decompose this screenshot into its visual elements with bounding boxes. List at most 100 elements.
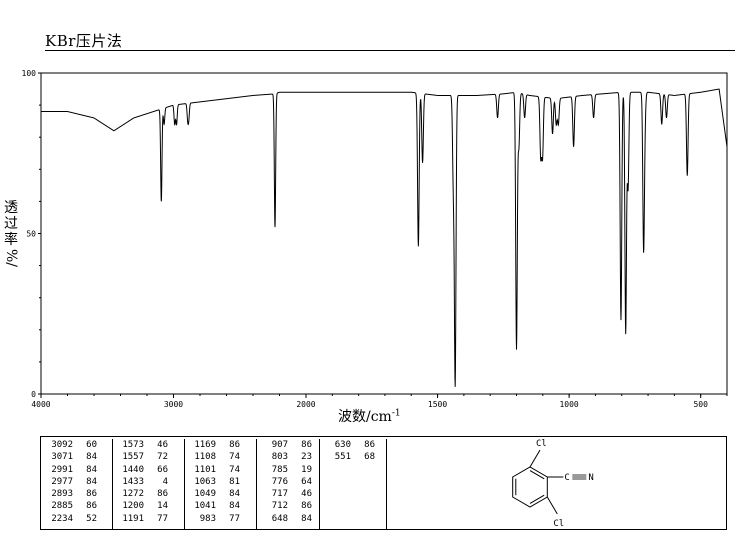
- peak-transmittance: 74: [229, 452, 240, 463]
- cl-label-bottom: Cl: [553, 519, 564, 529]
- peak-wavenumber: 785: [271, 464, 288, 475]
- peak-transmittance: 86: [229, 440, 240, 450]
- peak-transmittance: 23: [301, 452, 312, 463]
- peak-table-column: 1169 86 1108 74 1101 74 1063 81 1049 84 1041 84 983 7…: [184, 439, 257, 529]
- peak-table-column: 907 86 803 23 785 19 776 64 717 46 712 86 648 84: [256, 439, 320, 529]
- peak-transmittance: 19: [301, 464, 312, 475]
- peak-wavenumber: 1101: [194, 464, 216, 475]
- cl-bond-top: [529, 449, 541, 468]
- peak-table-row: 712 86: [256, 500, 319, 512]
- peak-table-row: 1191 77: [112, 513, 184, 525]
- peak-transmittance: 81: [229, 476, 240, 487]
- peak-table-row: 1433 4: [112, 476, 184, 488]
- peak-wavenumber: 3071: [51, 452, 73, 463]
- peak-transmittance: 52: [86, 513, 97, 524]
- ir-spectrum-chart: 0 50 100 4000 3000 2000 1500 1000 500: [22, 69, 728, 409]
- peak-table-row: 2977 84: [41, 476, 112, 488]
- peak-wavenumber: 1557: [122, 452, 144, 463]
- x-axis-label-text: 波数/cm: [338, 409, 392, 425]
- peak-wavenumber: 3092: [51, 440, 73, 450]
- x-axis-label-exponent: -1: [391, 408, 401, 419]
- x-tick-label: 1000: [559, 400, 578, 409]
- peak-transmittance: 77: [229, 513, 240, 524]
- peak-transmittance: 84: [301, 513, 312, 524]
- spectrum-trace: [41, 88, 728, 387]
- peak-table-row: 551 68: [319, 451, 386, 463]
- y-axis-label-char: 率: [4, 232, 18, 248]
- peak-wavenumber: 551: [334, 452, 351, 463]
- y-axis-label: 透 过 率 %/: [2, 200, 20, 267]
- y-tick-label: 50: [26, 230, 36, 239]
- peak-transmittance: 72: [157, 452, 168, 463]
- peak-wavenumber: 803: [271, 452, 288, 463]
- peak-table-column: 630 86 551 68: [319, 439, 387, 529]
- peak-transmittance: 84: [229, 489, 240, 500]
- peak-table-row: 1108 74: [184, 451, 256, 463]
- x-tick-label: 4000: [31, 400, 50, 409]
- peak-table-row: 3092 60: [41, 439, 112, 451]
- peak-table-row: 2234 52: [41, 513, 112, 525]
- peak-transmittance: 14: [157, 501, 168, 512]
- x-axis-label: 波数/cm-1: [338, 406, 401, 426]
- peak-wavenumber: 2977: [51, 476, 73, 487]
- peak-wavenumber: 1200: [122, 501, 144, 512]
- peak-table: 3092 60 3071 84 2991 84 2977 84 2893 86 2885 86 2234…: [40, 436, 727, 530]
- y-axis-label-char: 透: [4, 200, 18, 216]
- peak-wavenumber: 1191: [122, 513, 144, 524]
- peak-table-row: 1440 66: [112, 464, 184, 476]
- y-tick-label: 100: [22, 69, 37, 78]
- peak-wavenumber: 2234: [51, 513, 73, 524]
- peak-table-row: 717 46: [256, 488, 319, 500]
- peak-transmittance: 4: [162, 476, 168, 487]
- peak-wavenumber: 1041: [194, 501, 216, 512]
- peak-transmittance: 64: [301, 476, 312, 487]
- x-tick-label: 3000: [164, 400, 183, 409]
- peak-table-column: 3092 60 3071 84 2991 84 2977 84 2893 86 2885 86 2234…: [41, 439, 113, 529]
- peak-table-row: 776 64: [256, 476, 319, 488]
- peak-table-row: 1049 84: [184, 488, 256, 500]
- peak-transmittance: 46: [157, 440, 168, 450]
- nitrile-n-label: N: [588, 473, 593, 483]
- peak-transmittance: 86: [301, 501, 312, 512]
- peak-table-row: 2893 86: [41, 488, 112, 500]
- x-tick-label: 500: [693, 400, 708, 409]
- peak-table-row: 803 23: [256, 451, 319, 463]
- peak-transmittance: 86: [157, 489, 168, 500]
- y-tick-label: 0: [31, 390, 36, 399]
- peak-wavenumber: 2885: [51, 501, 73, 512]
- page-title: KBr压片法: [45, 32, 123, 50]
- peak-table-row: 1101 74: [184, 464, 256, 476]
- peak-wavenumber: 1108: [194, 452, 216, 463]
- peak-transmittance: 86: [86, 489, 97, 500]
- peak-wavenumber: 2893: [51, 489, 73, 500]
- peak-transmittance: 84: [86, 476, 97, 487]
- peak-wavenumber: 983: [199, 513, 216, 524]
- ring-double-bond: [529, 494, 545, 504]
- peak-transmittance: 86: [301, 440, 312, 450]
- peak-table-row: 785 19: [256, 464, 319, 476]
- title-underline: [45, 50, 735, 51]
- peak-table-row: 907 86: [256, 439, 319, 451]
- peak-table-row: 1573 46: [112, 439, 184, 451]
- peak-transmittance: 66: [157, 464, 168, 475]
- molecule-structure: Cl Cl C N: [512, 439, 594, 529]
- peak-table-row: 3071 84: [41, 451, 112, 463]
- peak-wavenumber: 630: [334, 440, 351, 450]
- peak-wavenumber: 1063: [194, 476, 216, 487]
- peak-wavenumber: 1049: [194, 489, 216, 500]
- nitrile-c-label: C: [564, 473, 569, 483]
- peak-wavenumber: 648: [271, 513, 288, 524]
- peak-transmittance: 86: [86, 501, 97, 512]
- peak-transmittance: 77: [157, 513, 168, 524]
- peak-wavenumber: 717: [271, 489, 288, 500]
- peak-transmittance: 84: [86, 464, 97, 475]
- peak-table-row: 1063 81: [184, 476, 256, 488]
- peak-wavenumber: 1440: [122, 464, 144, 475]
- peak-transmittance: 68: [364, 452, 375, 463]
- peak-transmittance: 84: [229, 501, 240, 512]
- peak-table-row: 983 77: [184, 513, 256, 525]
- x-tick-label: 1500: [428, 400, 447, 409]
- peak-table-row: 1200 14: [112, 500, 184, 512]
- cl-bond-bottom: [546, 496, 558, 515]
- cl-label-top: Cl: [536, 439, 547, 449]
